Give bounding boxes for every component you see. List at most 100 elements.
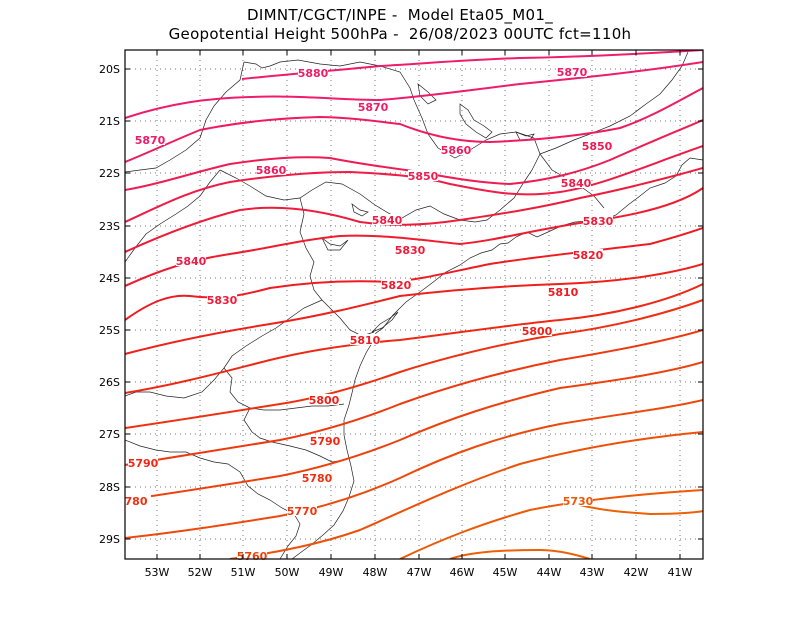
state-border-pr [125, 299, 323, 399]
contour-label-5800: 5800 [522, 325, 553, 338]
contour-line-5820 [125, 187, 703, 287]
contour-label-5820: 5820 [573, 249, 604, 262]
contour-label-bg [358, 101, 388, 112]
contour-label-5850: 5850 [408, 170, 439, 183]
contour-label-5730: 5730 [563, 495, 594, 508]
contour-labels: 5880 587058705870586058605850585058405840… [121, 66, 614, 563]
contour-line-5730 [399, 489, 703, 559]
state-border-es [539, 51, 689, 155]
state-border-rs [243, 407, 346, 463]
contour-label-bg [381, 279, 411, 290]
contour-label-bg [563, 495, 593, 506]
contour-line-5860 [125, 87, 703, 163]
lat-label: 28S [99, 481, 120, 494]
contour-label-bg [287, 505, 317, 516]
state-border-sc [223, 367, 345, 411]
lon-label: 47W [407, 566, 432, 579]
contour-label-bg [128, 457, 158, 468]
contour-label-bg [121, 495, 151, 506]
contour-label-bg [583, 215, 613, 226]
contour-label-bg [309, 394, 339, 405]
lon-label: 43W [580, 566, 605, 579]
contour-label-bg [573, 249, 603, 260]
contour-label-5860: 5860 [441, 144, 472, 157]
contour-line-5790 [125, 283, 703, 394]
contour-line-5750 [125, 399, 703, 539]
lon-label: 45W [493, 566, 518, 579]
contour-line-extra [449, 548, 591, 559]
contour-line-5760 [125, 361, 703, 501]
lat-label: 23S [99, 220, 120, 233]
contour-label-bg [237, 550, 267, 561]
reservoir-1 [459, 103, 493, 139]
contour-label-5870: 5870 [135, 134, 166, 147]
reservoir-5 [515, 131, 535, 141]
lon-label: 46W [450, 566, 475, 579]
chart-title-line2: Geopotential Height 500hPa - 26/08/2023 … [168, 25, 632, 43]
lon-label: 51W [231, 566, 256, 579]
coastline [291, 157, 703, 559]
reservoir-3 [321, 237, 349, 251]
contour-line-5740 [229, 431, 703, 559]
contour-label-bg [310, 435, 340, 446]
lon-label: 52W [188, 566, 213, 579]
contour-label-5790: 5790 [128, 457, 159, 470]
contour-label-bg [350, 334, 380, 345]
reservoir-4 [351, 203, 369, 217]
contour-label-bg [548, 286, 578, 297]
contour-label-5830: 5830 [207, 294, 238, 307]
state-border-go [125, 61, 245, 173]
lon-label: 48W [363, 566, 388, 579]
latitude-labels: 20S 21S 22S 23S 24S 25S 26S 27S 28S 29S [99, 63, 120, 546]
reservoir-2 [417, 83, 437, 105]
lat-label: 21S [99, 115, 120, 128]
contour-line-5830 [125, 167, 703, 253]
contour-label-5840: 5840 [561, 177, 592, 190]
contour-line-5770 [125, 329, 703, 466]
lon-label: 44W [537, 566, 562, 579]
lat-label: 22S [99, 167, 120, 180]
island-paranagua [371, 311, 399, 333]
contour-label-bg [408, 170, 438, 181]
contour-label-bg [395, 244, 425, 255]
lon-label: 41W [668, 566, 693, 579]
contour-label-5880: 5880 [298, 67, 329, 80]
lat-label: 25S [99, 324, 120, 337]
contour-label-5820: 5820 [381, 279, 412, 292]
contour-label-5790: 5790 [310, 435, 341, 448]
lon-label: 50W [275, 566, 300, 579]
contour-label-5780: 780 [125, 495, 148, 508]
contour-label-bg [522, 325, 552, 336]
lat-label: 29S [99, 533, 120, 546]
contour-label-5760: 5760 [237, 550, 268, 563]
contour-lines [125, 50, 703, 559]
lat-label: 20S [99, 63, 120, 76]
contour-label-bg [256, 164, 286, 175]
contour-label-5870: 5870 [358, 101, 389, 114]
contour-label-5810: 5810 [350, 334, 381, 347]
contour-label-bg [135, 134, 165, 145]
contour-label-5850: 5850 [582, 140, 613, 153]
country-border-west [125, 439, 301, 559]
lat-label: 27S [99, 428, 120, 441]
contour-label-bg [372, 214, 402, 225]
contour-label-bg [207, 294, 237, 305]
contour-label-5800: 5800 [309, 394, 340, 407]
lon-label: 42W [624, 566, 649, 579]
state-border-ms [125, 169, 221, 263]
state-border-mg [219, 59, 541, 223]
contour-line-5800 [125, 263, 703, 355]
lat-label: 24S [99, 272, 120, 285]
contour-line-5870 [125, 61, 703, 119]
lon-label: 53W [145, 566, 170, 579]
contour-label-bg [582, 140, 612, 151]
map-frame [124, 49, 704, 560]
contour-label-5840: 5840 [176, 255, 207, 268]
contour-label-bg [441, 144, 471, 155]
contour-label-bg [557, 66, 587, 77]
state-border-sp [299, 197, 375, 337]
contour-line-extra [579, 504, 703, 516]
contour-label-5780: 5780 [302, 472, 333, 485]
contour-label-5830: 5830 [395, 244, 426, 257]
